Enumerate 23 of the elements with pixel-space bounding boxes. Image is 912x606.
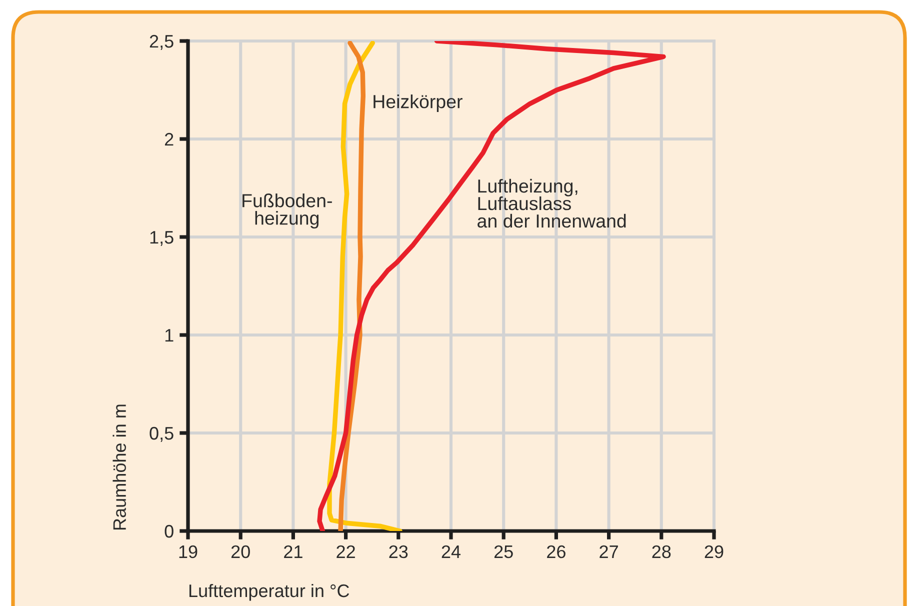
y-tick-label: 1,5 bbox=[150, 231, 174, 246]
y-tick-label: 0 bbox=[164, 524, 174, 538]
y-tick-label: 2 bbox=[164, 132, 174, 146]
x-tick-label: 28 bbox=[652, 545, 671, 558]
series-label: Fußboden- heizung bbox=[242, 194, 332, 229]
y-axis-title: Raumhöhe in m bbox=[112, 404, 126, 530]
y-tick-label: 1 bbox=[165, 329, 174, 342]
x-tick-label: 22 bbox=[336, 545, 355, 558]
x-tick-label: 20 bbox=[231, 545, 250, 558]
x-tick-label: 25 bbox=[494, 545, 513, 558]
x-tick-label: 29 bbox=[704, 545, 724, 558]
y-tick-label: 0,5 bbox=[150, 426, 174, 442]
x-tick-label: 21 bbox=[284, 545, 302, 558]
series-label: Luftheizung, Luftauslass an der Innenwand bbox=[478, 178, 626, 228]
series-label: Heizkörper bbox=[374, 94, 462, 112]
x-tick-label: 26 bbox=[547, 545, 566, 558]
x-tick-label: 27 bbox=[600, 545, 618, 558]
line-series bbox=[338, 41, 366, 531]
x-tick-label: 24 bbox=[442, 545, 461, 558]
x-axis-title: Lufttemperatur in °C bbox=[189, 584, 350, 601]
x-tick-label: 19 bbox=[179, 545, 198, 558]
x-tick-label: 23 bbox=[389, 545, 408, 558]
y-tick-label: 2,5 bbox=[150, 34, 174, 50]
